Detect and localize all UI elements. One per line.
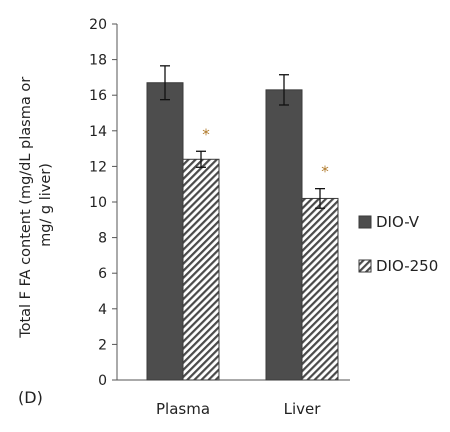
bars: ** xyxy=(146,65,339,381)
axes: 0 2 4 6 8 10 12 14 16 18 20 Plasma Liver xyxy=(89,17,350,418)
y-tick-label: 0 xyxy=(98,373,107,389)
y-tick-label: 12 xyxy=(89,159,107,175)
y-tick-label: 10 xyxy=(89,195,107,211)
x-tick-label: Liver xyxy=(284,400,322,418)
y-tick-label: 8 xyxy=(98,231,107,247)
bar-dio-250-plasma xyxy=(182,158,220,381)
legend-swatch xyxy=(358,259,372,273)
y-tick-label: 4 xyxy=(98,302,107,318)
bar-dio-v-liver xyxy=(265,89,303,381)
bar-dio-250-liver xyxy=(301,197,339,381)
significance-marker: * xyxy=(202,125,210,143)
y-tick-label: 14 xyxy=(89,124,107,140)
y-axis-label-line-2: mg/ g liver) xyxy=(38,163,54,247)
x-tick-label: Plasma xyxy=(156,400,210,418)
significance-marker: * xyxy=(321,163,329,181)
legend: DIO-V DIO-250 xyxy=(358,213,438,275)
legend-swatch xyxy=(358,215,372,229)
y-tick-label: 18 xyxy=(89,53,107,69)
y-axis-label: Total F FA content (mg/dL plasma or mg/ … xyxy=(18,72,54,339)
bar-dio-v-plasma xyxy=(146,82,184,381)
legend-label: DIO-250 xyxy=(376,257,438,275)
y-tick-label: 20 xyxy=(89,17,107,33)
panel-label: (D) xyxy=(18,388,43,407)
y-tick-label: 16 xyxy=(89,88,107,104)
y-axis-label-line-1: Total F FA content (mg/dL plasma or xyxy=(18,77,34,339)
y-tick-label: 6 xyxy=(98,266,107,282)
y-tick-label: 2 xyxy=(98,337,107,353)
legend-label: DIO-V xyxy=(376,213,420,231)
